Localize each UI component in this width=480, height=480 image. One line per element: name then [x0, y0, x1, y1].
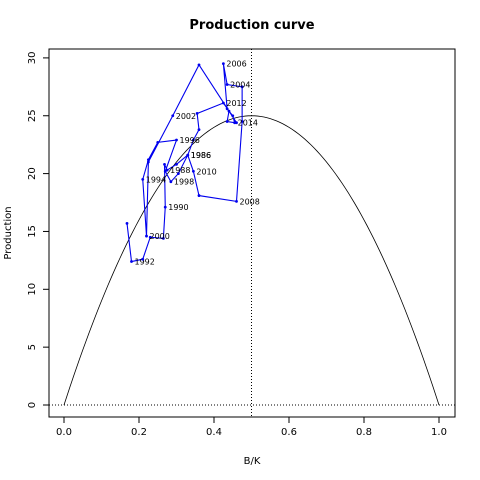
data-point [197, 63, 201, 67]
x-tick-label: 0.0 [56, 427, 72, 438]
y-tick-label: 0 [27, 402, 38, 408]
data-point [163, 162, 166, 166]
data-point [225, 120, 229, 123]
year-label: 1996 [180, 136, 200, 145]
x-axis-label: B/K [244, 456, 261, 467]
data-point [240, 120, 244, 123]
y-axis-label: Production [3, 206, 14, 259]
data-point [227, 109, 231, 113]
year-label: 2014 [238, 119, 258, 128]
year-label: 1986 [191, 151, 211, 160]
data-point [146, 158, 150, 162]
data-point [225, 83, 229, 86]
year-label: 1988 [170, 166, 190, 175]
x-tick-label: 0.4 [206, 427, 222, 438]
data-point [235, 121, 238, 125]
year-label: 1994 [146, 175, 166, 184]
data-point [221, 62, 225, 66]
data-point [125, 221, 129, 225]
data-point [145, 234, 148, 238]
data-point [163, 169, 167, 173]
data-point [171, 114, 175, 118]
data-point [191, 169, 195, 173]
data-point [186, 153, 190, 157]
year-label: 2008 [240, 197, 260, 206]
x-tick-label: 0.8 [356, 427, 372, 438]
x-tick-label: 0.2 [131, 427, 147, 438]
data-point [197, 194, 201, 197]
data-point [175, 138, 178, 142]
year-label: 2000 [150, 232, 170, 241]
data-point [141, 177, 145, 181]
observed-trajectory-line [126, 63, 243, 263]
data-point [221, 101, 225, 105]
data-point [225, 107, 229, 111]
y-tick-label: 5 [27, 344, 38, 350]
y-tick-label: 10 [27, 283, 38, 296]
y-tick-label: 25 [27, 109, 38, 122]
data-point [175, 162, 178, 166]
data-point [163, 205, 167, 209]
x-tick-label: 1.0 [431, 427, 447, 438]
data-point [231, 114, 235, 118]
data-point [130, 260, 133, 263]
year-label: 1998 [174, 178, 194, 187]
x-tick-label: 0.6 [281, 427, 297, 438]
data-point [176, 172, 180, 176]
year-label: 2002 [176, 112, 196, 121]
plot-area: 0.0 0.2 0.4 0.6 0.8 1.0 0 5 10 15 20 25 30 1992 1990 19… [27, 48, 456, 438]
data-point [148, 235, 152, 239]
production-curve [63, 115, 440, 406]
y-tick-label: 30 [27, 52, 38, 65]
data-point [195, 112, 199, 115]
data-point [156, 140, 160, 144]
year-label: 2004 [230, 81, 250, 90]
data-point [197, 128, 201, 132]
data-point [141, 257, 145, 261]
year-label: 2010 [196, 167, 216, 176]
data-point [161, 236, 165, 240]
data-point [235, 199, 238, 203]
year-label: 2006 [226, 60, 246, 69]
data-point [146, 160, 150, 164]
data-point [240, 85, 244, 89]
chart-title: Production curve [189, 18, 314, 33]
y-tick-label: 15 [27, 225, 38, 238]
data-point [169, 180, 173, 184]
year-label: 1990 [168, 203, 188, 212]
year-label: 1992 [135, 258, 155, 267]
y-tick-label: 20 [27, 167, 38, 180]
data-point [191, 138, 195, 142]
year-label: 2012 [226, 99, 246, 108]
year-label: 1986 [191, 151, 211, 160]
